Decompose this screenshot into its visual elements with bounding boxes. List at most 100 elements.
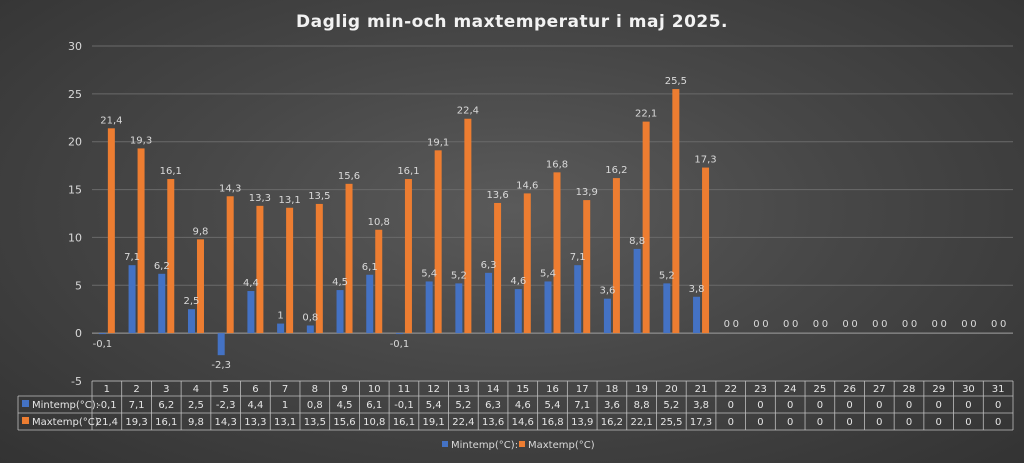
min-data-label: 5,2 — [451, 270, 467, 281]
table-cell: 6,1 — [366, 400, 382, 411]
legend-label-mintemp: Mintemp(°C): — [451, 440, 518, 451]
max-bar — [286, 207, 294, 334]
table-cell: 13,5 — [304, 417, 326, 428]
max-data-label: 14,3 — [219, 183, 241, 194]
min-bar — [395, 333, 403, 335]
max-bar — [315, 203, 323, 334]
table-cell: 3,8 — [693, 400, 709, 411]
min-data-label: 0 — [932, 319, 938, 330]
legend-label-maxtemp: Maxtemp(°C) — [528, 440, 595, 451]
data-table: 1 2 3 4 5 6 7 8 9 10 11 12 13 14 15 16 17 18 19 20 21 22 23 24 2… — [17, 380, 1014, 431]
min-bar — [98, 333, 106, 335]
min-bar — [158, 273, 166, 334]
table-cell: 0 — [936, 400, 942, 411]
max-data-label: 0 — [733, 319, 739, 330]
table-cell: 16,1 — [155, 417, 177, 428]
min-bar — [247, 291, 255, 334]
min-data-label: 0 — [813, 319, 819, 330]
max-data-label: 0 — [822, 319, 828, 330]
max-bar — [226, 196, 234, 334]
table-category-label: 1 — [104, 384, 110, 395]
min-data-label: 2,5 — [184, 296, 200, 307]
chart-title: Daglig min-och maxtemperatur i maj 2025. — [296, 12, 728, 32]
table-cell: 14,6 — [512, 417, 534, 428]
max-bar — [256, 205, 264, 334]
max-bar — [523, 193, 531, 334]
min-bar — [306, 325, 314, 334]
max-data-label: 0 — [941, 319, 947, 330]
table-category-label: 15 — [516, 384, 529, 395]
min-data-label: 1 — [277, 311, 283, 322]
min-data-label: 0 — [872, 319, 878, 330]
table-cell: 5,4 — [545, 400, 561, 411]
min-data-label: 0 — [842, 319, 848, 330]
min-data-label: 4,6 — [510, 276, 526, 287]
table-cell: 0,8 — [307, 400, 323, 411]
min-bar — [336, 290, 344, 334]
table-cell: 4,4 — [247, 400, 263, 411]
min-data-label: 4,4 — [243, 278, 259, 289]
max-data-label: 22,1 — [635, 109, 657, 120]
y-tick-label: 5 — [75, 279, 82, 292]
max-data-label: 0 — [970, 319, 976, 330]
max-data-label: 22,4 — [457, 106, 479, 117]
table-cell: 16,8 — [541, 417, 563, 428]
max-bar — [167, 179, 175, 334]
table-category-label: 7 — [282, 384, 288, 395]
min-bar — [366, 274, 374, 334]
max-bar — [375, 229, 383, 334]
max-data-label: 9,8 — [193, 226, 209, 237]
y-tick-label: 10 — [68, 231, 82, 244]
table-cell: 0 — [906, 400, 912, 411]
min-data-label: 0 — [961, 319, 967, 330]
min-bar — [128, 265, 136, 334]
table-cell: 19,3 — [125, 417, 147, 428]
table-cell: 0 — [817, 417, 823, 428]
table-category-label: 12 — [427, 384, 440, 395]
max-data-label: 16,1 — [160, 166, 182, 177]
min-data-label: 7,1 — [124, 252, 140, 263]
max-data-label: 13,6 — [486, 190, 508, 201]
max-bar — [196, 239, 204, 334]
y-tick-label: 15 — [68, 184, 82, 197]
min-data-label: -2,3 — [211, 360, 231, 371]
min-bar — [574, 265, 582, 334]
max-data-label: 0 — [762, 319, 768, 330]
min-data-label: 6,1 — [362, 262, 378, 273]
min-data-label: 7,1 — [570, 252, 586, 263]
min-data-label: 6,3 — [481, 260, 497, 271]
table-cell: 9,8 — [188, 417, 204, 428]
table-category-label: 10 — [368, 384, 381, 395]
table-cell: 13,3 — [244, 417, 266, 428]
table-category-label: 19 — [635, 384, 648, 395]
max-data-label: 21,4 — [100, 115, 122, 126]
table-category-label: 30 — [962, 384, 975, 395]
table-cell: 0 — [906, 417, 912, 428]
table-category-label: 8 — [312, 384, 318, 395]
table-cell: 0 — [757, 417, 763, 428]
table-cell: 13,9 — [571, 417, 593, 428]
table-category-label: 2 — [133, 384, 139, 395]
table-cell: 0 — [728, 400, 734, 411]
table-cell: 22,1 — [630, 417, 652, 428]
max-bar — [345, 183, 353, 334]
max-data-label: 14,6 — [516, 180, 538, 191]
min-bar — [277, 323, 285, 334]
min-data-label: 3,8 — [689, 284, 705, 295]
table-cell: 0 — [876, 400, 882, 411]
table-cell: 0 — [787, 417, 793, 428]
max-data-label: 19,3 — [130, 135, 152, 146]
legend-key-mintemp — [442, 441, 448, 447]
min-bar — [217, 333, 225, 356]
max-data-label: 13,5 — [308, 191, 330, 202]
legend: Mintemp(°C): Maxtemp(°C) — [442, 440, 595, 451]
y-tick-label: 0 — [75, 327, 82, 340]
table-cell: 25,5 — [660, 417, 682, 428]
table-series-name: Maxtemp(°C) — [32, 417, 99, 428]
table-category-label: 18 — [606, 384, 619, 395]
table-cell: -2,3 — [216, 400, 236, 411]
table-cell: 17,3 — [690, 417, 712, 428]
table-cell: 0 — [787, 400, 793, 411]
table-cell: 6,3 — [485, 400, 501, 411]
